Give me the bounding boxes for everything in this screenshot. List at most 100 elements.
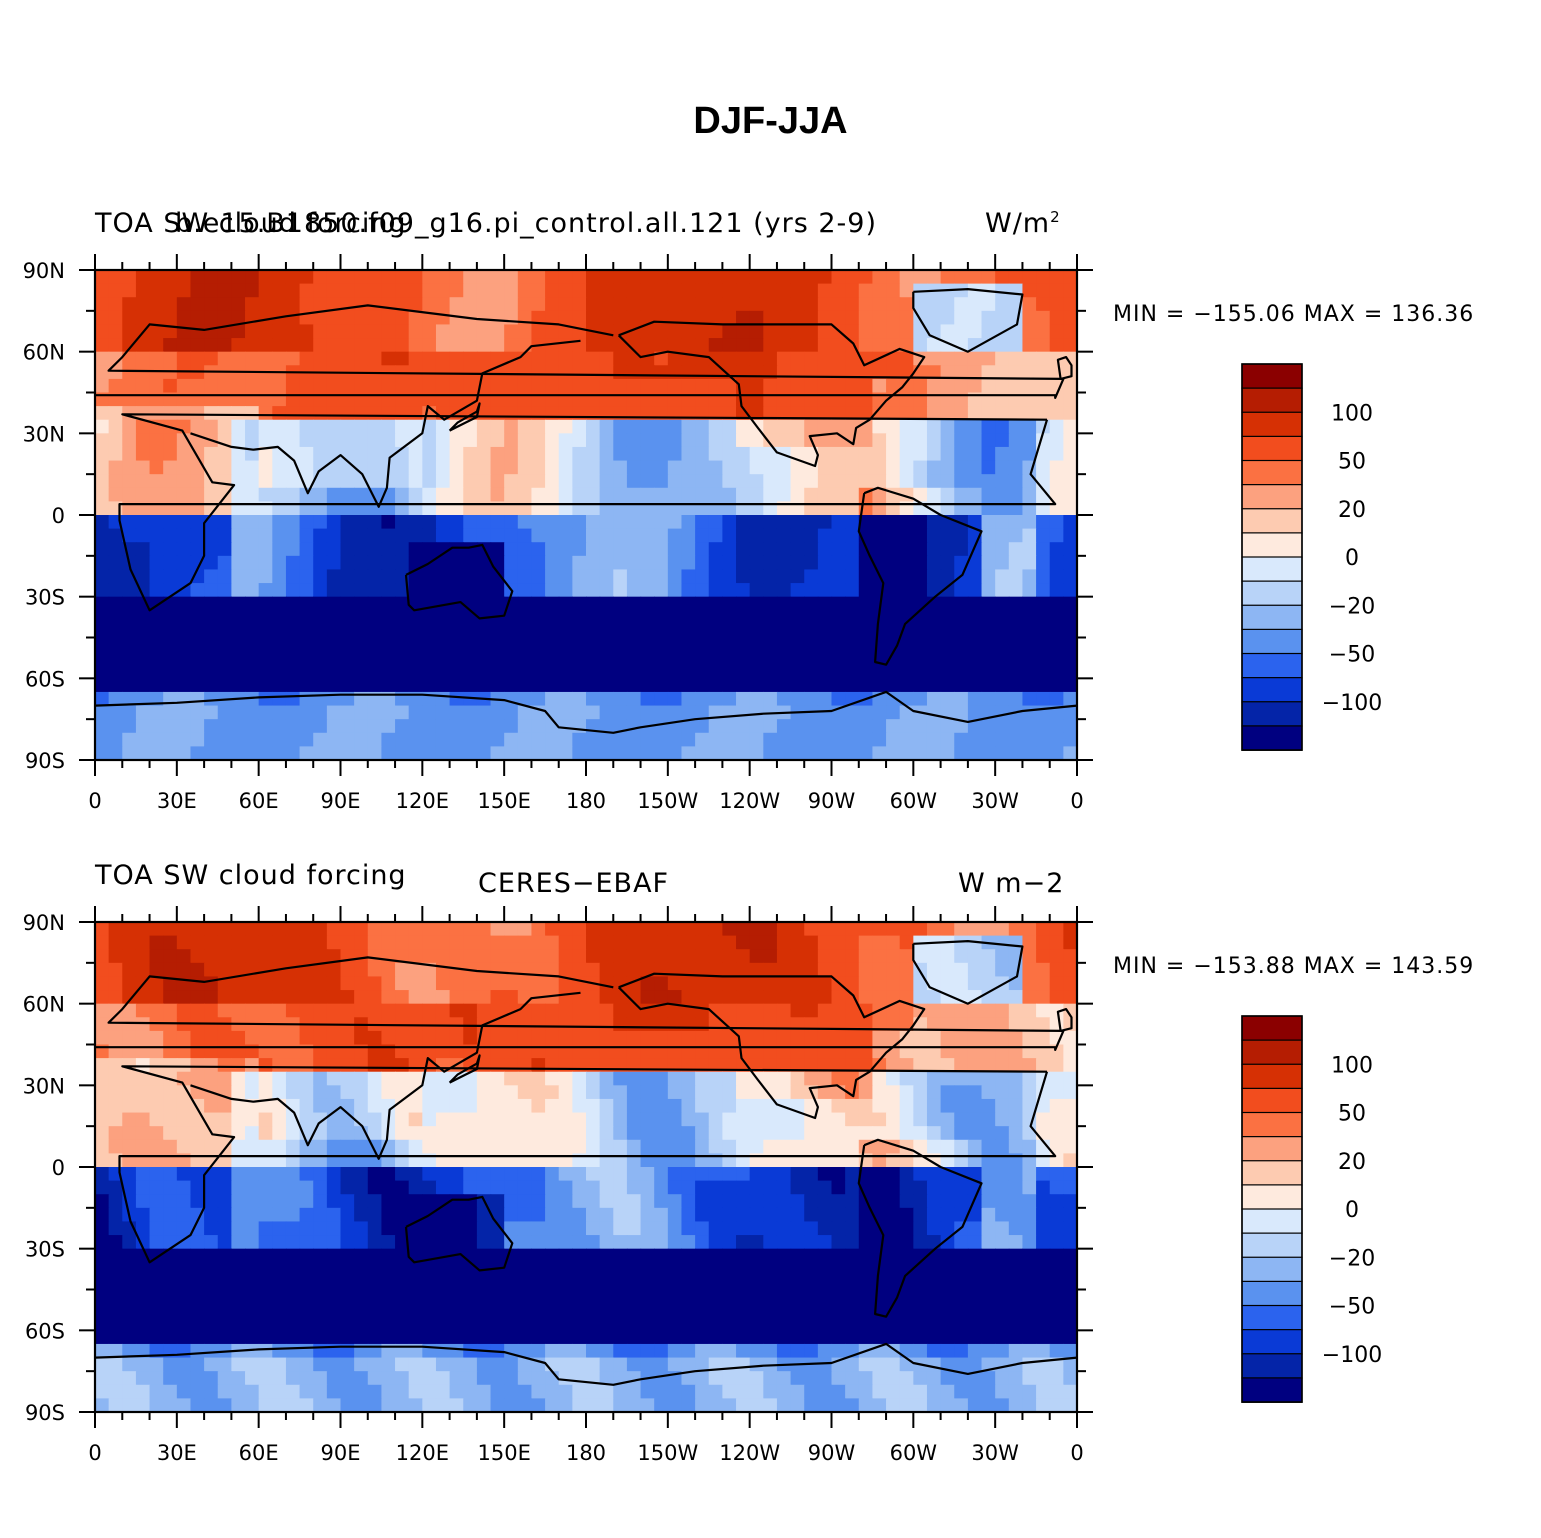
heatmap-cell [776,637,792,652]
heatmap-cell [708,1316,723,1331]
heatmap-cell [135,664,151,679]
heatmap-cell [626,637,642,652]
heatmap-cell [176,1126,192,1141]
heatmap-cell [981,1003,996,1018]
heatmap-cell [326,1235,342,1250]
heatmap-cell [340,1003,355,1018]
heatmap-cell [435,1126,451,1141]
heatmap-cell [231,746,246,761]
heatmap-cell [1036,1180,1051,1195]
colorbar-swatch [1241,556,1303,583]
heatmap-cell [163,555,178,571]
heatmap-cell [886,732,901,747]
heatmap-cell [558,1085,573,1100]
heatmap-cell [108,351,123,366]
heatmap-cell [504,310,519,326]
heatmap-cell [886,962,901,978]
coastline [404,543,514,620]
heatmap-cell [886,610,901,625]
heatmap-cell [926,1303,942,1318]
heatmap-cell [122,297,137,312]
heatmap-cell [695,705,710,720]
heatmap-cell [1063,324,1078,339]
heatmap-cell [995,569,1010,584]
heatmap-cell [967,623,983,639]
heatmap-cell [1008,270,1024,285]
heatmap-cell [463,1139,478,1154]
heatmap-cell [858,1303,874,1318]
heatmap-cell [858,460,874,475]
heatmap-cell [940,1289,955,1304]
heatmap-cell [122,664,137,679]
heatmap-cell [313,406,328,421]
heatmap-cell [667,1303,683,1318]
heatmap-cell [681,297,696,312]
heatmap-cell [108,365,123,380]
heatmap-cell [149,1180,164,1195]
heatmap-cell [122,623,137,639]
heatmap-cell [1063,1126,1078,1141]
heatmap-cell [531,1058,546,1073]
heatmap-cell [435,705,451,720]
heatmap-cell [258,1303,273,1318]
heatmap-cell [926,528,942,543]
heatmap-cell [1063,1003,1078,1018]
heatmap-cell [790,1112,805,1127]
heatmap-cell [258,949,273,964]
heatmap-cell [763,664,778,679]
heatmap-cell [340,1289,355,1304]
heatmap-cell [490,1112,505,1127]
heatmap-cell [1036,310,1051,326]
heatmap-cell [258,664,273,679]
heatmap-cell [135,623,151,639]
heatmap-cell [245,542,260,557]
heatmap-cell [531,1235,546,1250]
heatmap-cell [517,1112,533,1127]
heatmap-cell [1022,1085,1037,1100]
heatmap-cell [695,732,710,747]
heatmap-cell [517,324,533,339]
heatmap-cell [858,623,874,639]
heatmap-cell [845,637,860,652]
heatmap-cell [954,1194,969,1209]
heatmap-cell [926,1316,942,1331]
heatmap-cell [626,962,642,978]
heatmap-cell [899,555,914,571]
heatmap-cell [872,378,887,394]
heatmap-cell [463,270,478,285]
heatmap-cell [981,515,996,530]
heatmap-cell [913,1139,928,1154]
heatmap-cell [245,528,260,543]
heatmap-cell [926,1139,942,1154]
heatmap-cell [1063,623,1078,639]
heatmap-cell [626,446,642,462]
heatmap-cell [504,1316,519,1331]
heatmap-cell [708,949,723,964]
heatmap-cell [504,569,519,584]
heatmap-cell [654,637,669,652]
heatmap-cell [667,460,683,475]
heatmap-cell [981,678,996,693]
heatmap-cell [476,569,492,584]
heatmap-cell [545,637,560,652]
heatmap-cell [326,1071,342,1086]
heatmap-cell [1049,1248,1064,1263]
heatmap-cell [708,1235,723,1250]
heatmap-cell [435,324,451,339]
heatmap-cell [504,1289,519,1304]
heatmap-cell [504,419,519,434]
heatmap-cell [913,1194,928,1209]
heatmap-cell [790,732,805,747]
heatmap-cell [1036,569,1051,584]
heatmap-cell [722,651,737,666]
heatmap-cell [1063,270,1078,285]
heatmap-cell [995,1262,1010,1277]
heatmap-cell [313,623,328,639]
heatmap-cell [681,623,696,639]
heatmap-cell [790,610,805,625]
heatmap-cell [886,297,901,312]
heatmap-cell [736,569,751,584]
heatmap-cell [572,1030,587,1046]
heatmap-cell [545,528,560,543]
heatmap-cell [122,1330,137,1345]
